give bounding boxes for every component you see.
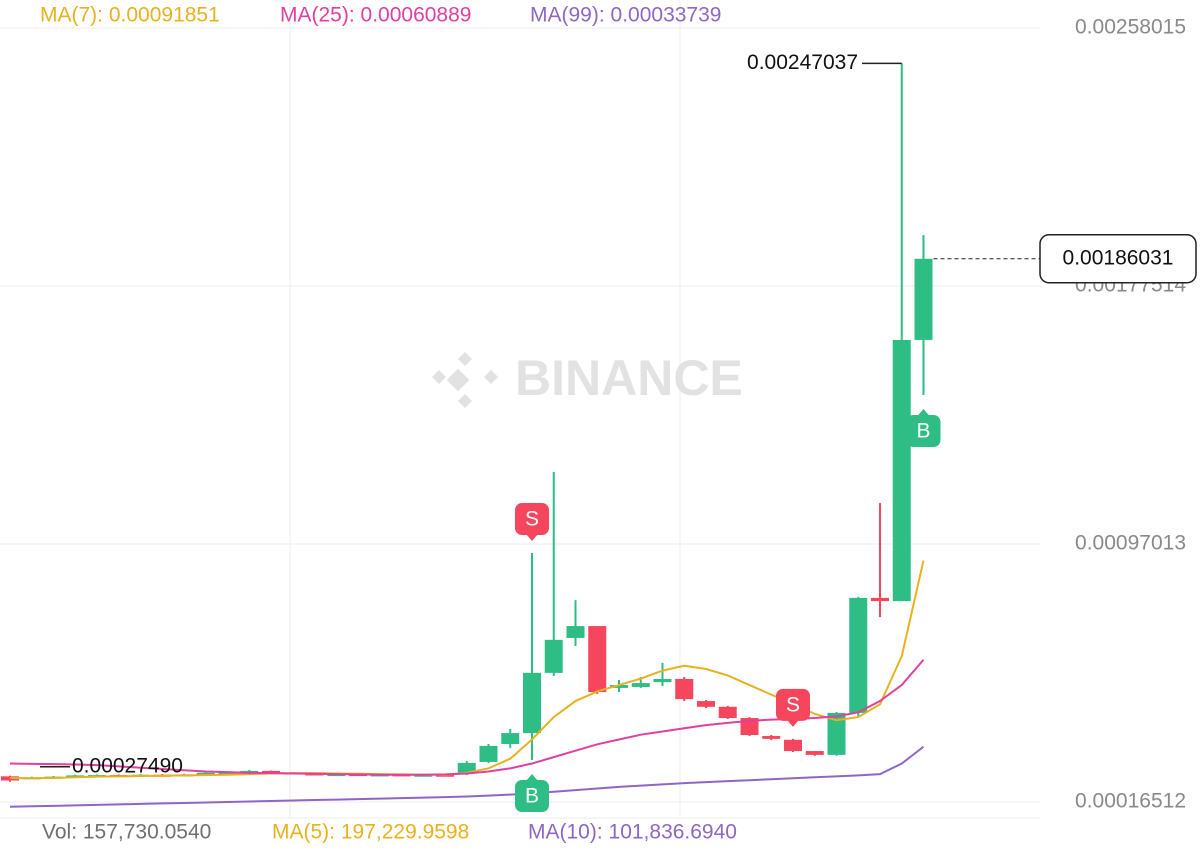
legend-entry: MA(7): 0.00091851: [40, 4, 220, 27]
candle-body: [805, 751, 824, 755]
trade-marker: S: [776, 688, 810, 727]
watermark: BINANCE: [515, 350, 743, 406]
candle-body: [262, 770, 280, 773]
candle-body: [501, 733, 520, 744]
y-tick-label: 0.00016512: [1075, 789, 1186, 812]
legend-entry: MA(25): 0.00060889: [280, 4, 471, 27]
candle-body: [566, 626, 585, 638]
trade-marker: S: [515, 503, 549, 542]
last-price-box: [1039, 234, 1197, 284]
candle-body: [697, 701, 715, 707]
high-label: 0.00247037: [747, 51, 858, 74]
marker-pointer: [787, 719, 799, 727]
candle-body: [914, 258, 933, 340]
candle-body: [762, 735, 781, 739]
volume-legend: Vol: 157,730.0540: [42, 821, 211, 844]
candle-body: [588, 626, 607, 693]
legend-entry: MA(99): 0.00033739: [530, 4, 721, 27]
y-tick-label: 0.00097013: [1075, 532, 1186, 555]
marker-pointer: [526, 774, 538, 782]
last-price-label: 0.00186031: [1063, 246, 1174, 269]
candle-body: [631, 683, 650, 687]
candle-body: [784, 739, 802, 752]
trade-marker: B: [515, 774, 549, 813]
marker-badge: [906, 415, 941, 448]
candle-body: [523, 672, 541, 734]
marker-badge: [515, 503, 549, 536]
candle-body: [849, 597, 868, 713]
trade-marker: B: [906, 409, 941, 448]
candle-body: [827, 712, 846, 755]
y-tick-label: 0.00258015: [1075, 16, 1186, 39]
marker-pointer: [526, 534, 538, 542]
marker-label: B: [916, 420, 930, 443]
marker-label: S: [786, 693, 800, 716]
volume-legend: MA(10): 101,836.6940: [528, 821, 737, 844]
candle-body: [610, 685, 628, 688]
candle-body: [479, 745, 498, 762]
marker-badge: [776, 688, 810, 721]
volume-legend: MA(5): 197,229.9598: [272, 821, 469, 844]
candle-body: [653, 678, 672, 683]
candle-body: [436, 774, 454, 777]
ma-line: [9, 745, 925, 808]
candle-body: [871, 597, 889, 602]
marker-label: S: [525, 508, 539, 531]
marker-pointer: [917, 409, 930, 417]
watermark-logo: [431, 351, 499, 409]
marker-label: B: [525, 785, 539, 808]
candle-body: [675, 678, 694, 700]
ma-line: [9, 659, 925, 776]
candle-body: [457, 762, 476, 773]
candle-body: [718, 706, 737, 719]
candle-body: [544, 639, 563, 673]
candle-body: [892, 339, 911, 602]
marker-badge: [515, 780, 549, 813]
candle-body: [196, 772, 215, 776]
low-label: 0.00027490: [72, 754, 183, 777]
